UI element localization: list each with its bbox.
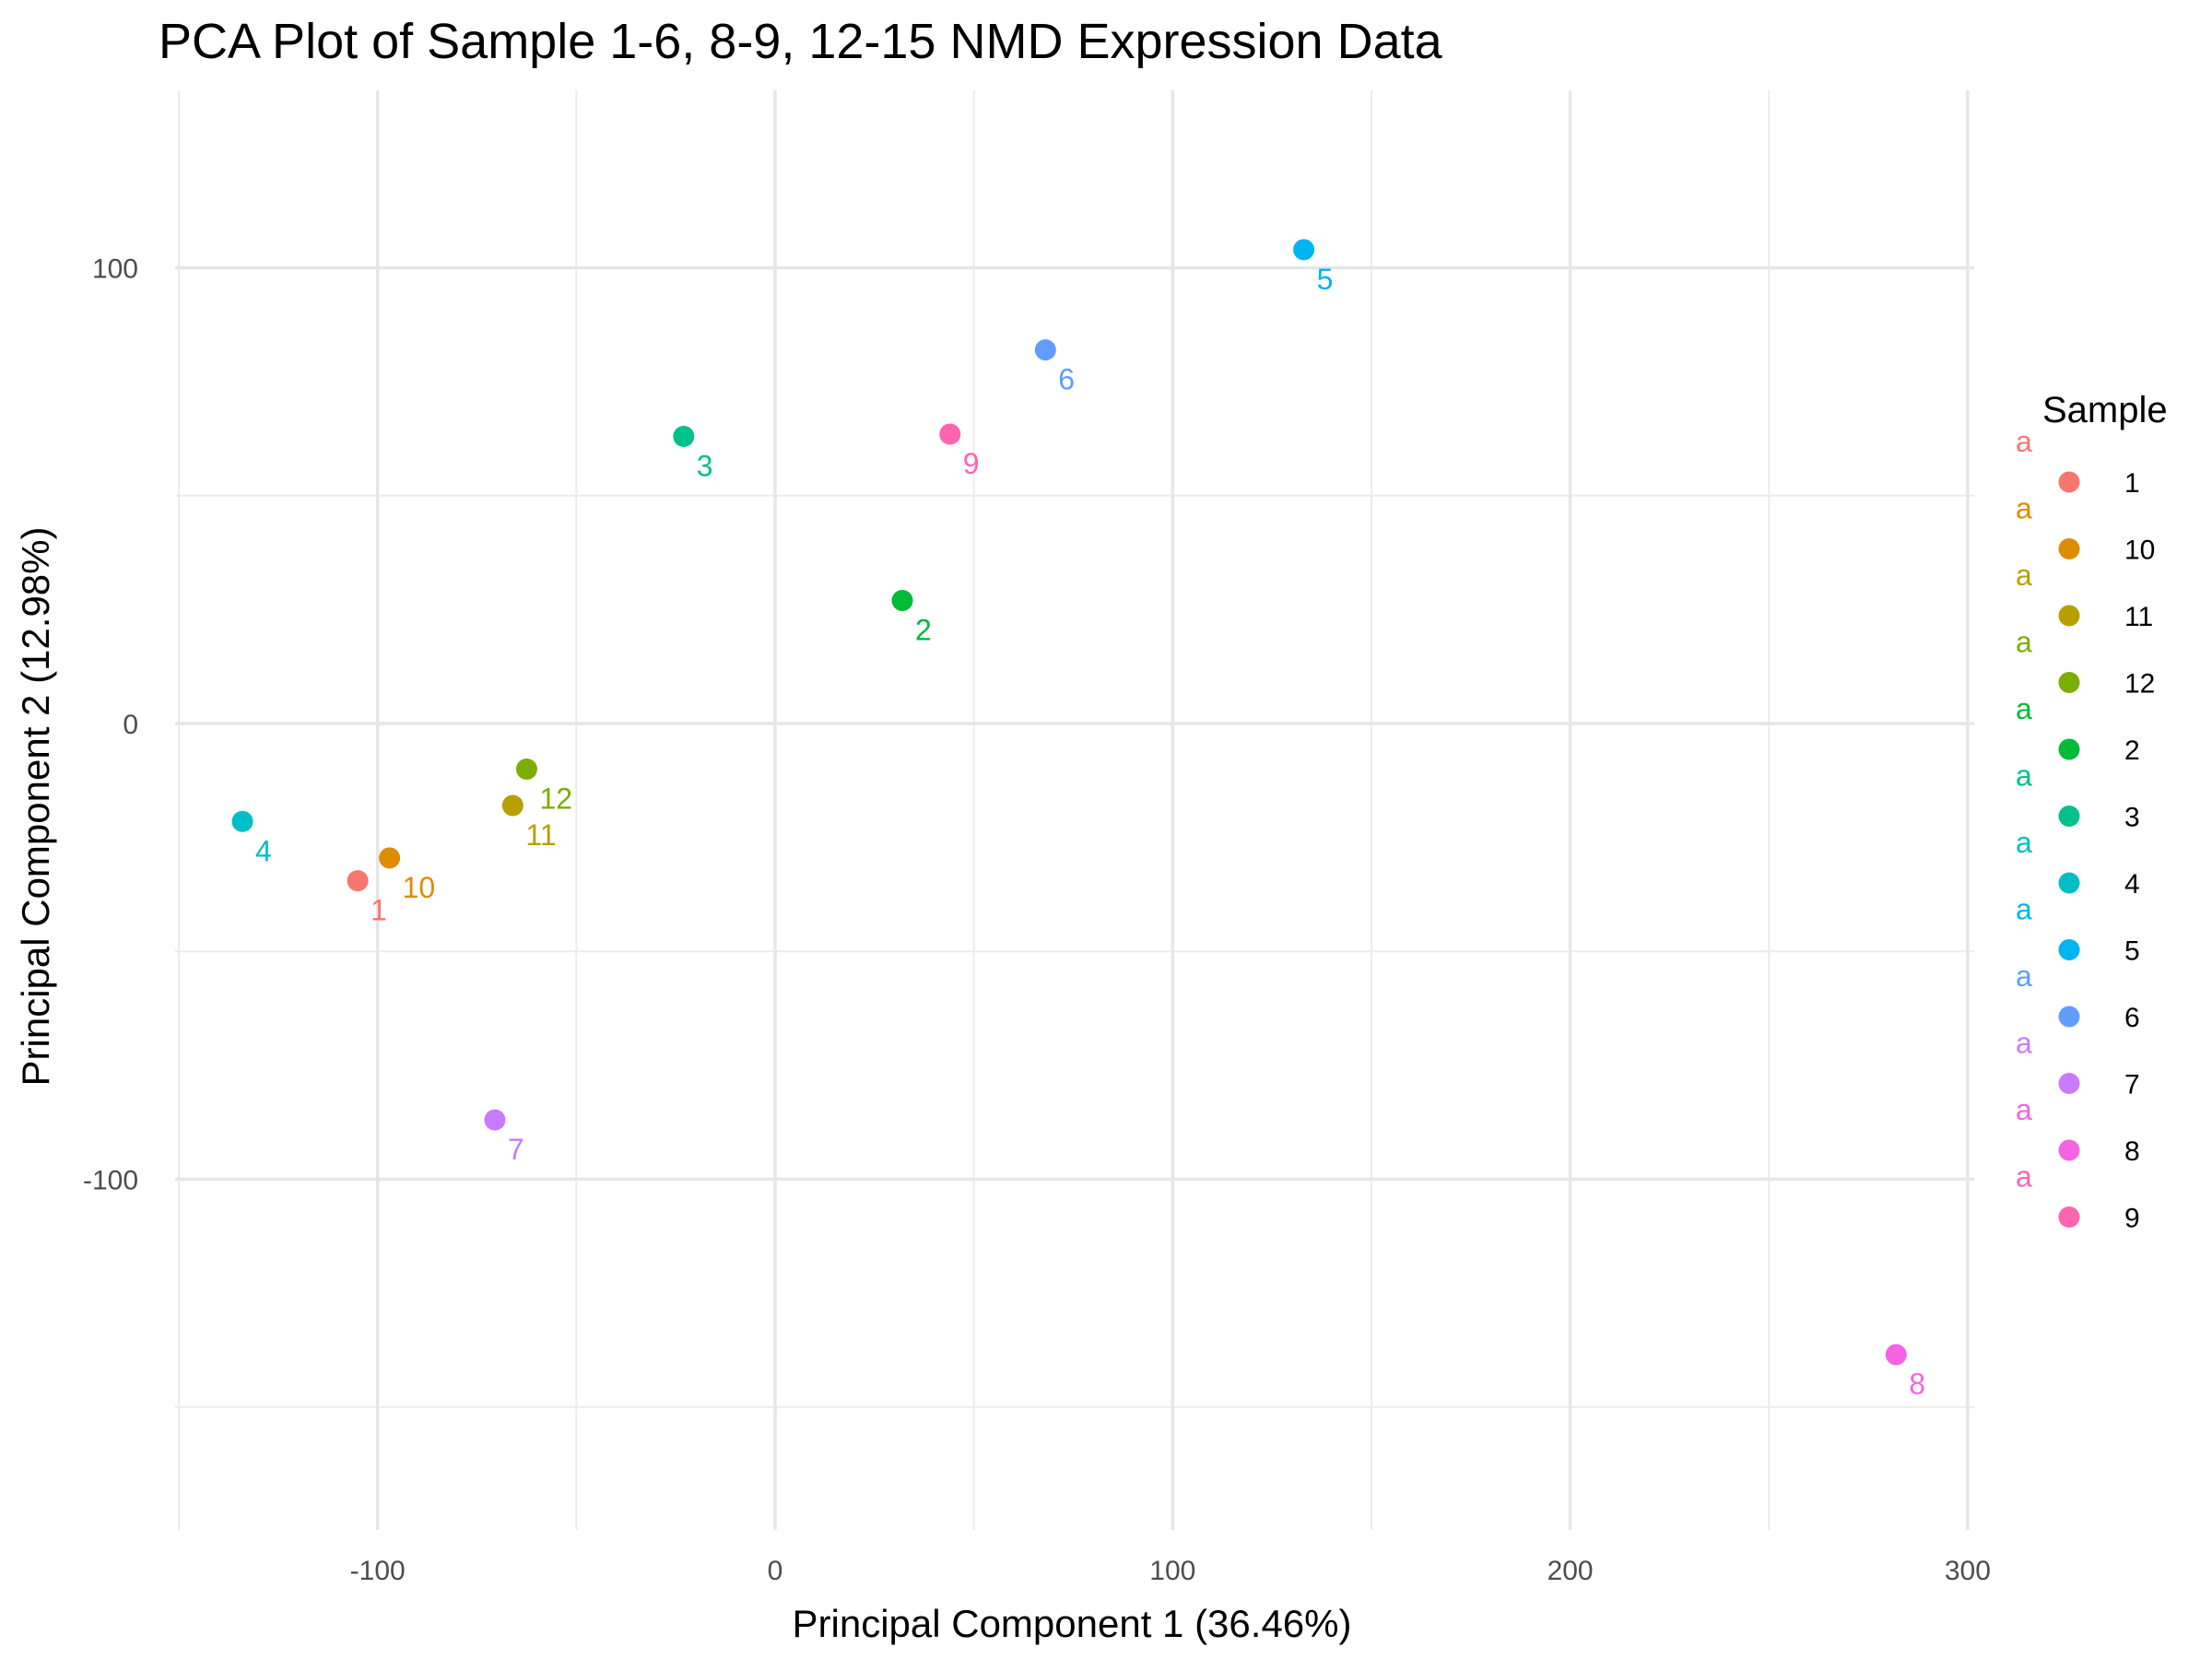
y-axis-ticks: -100 0 100: [83, 254, 138, 1196]
data-point-sample-4: [231, 810, 253, 832]
x-axis-title: Principal Component 1 (36.46%): [793, 1602, 1352, 1645]
point-label-sample-3: 3: [697, 450, 713, 483]
legend-key-point-sample-9: [2058, 1206, 2080, 1228]
legend-key-text-glyph: a: [2016, 826, 2032, 859]
x-tick-label: 100: [1149, 1556, 1195, 1586]
legend-key-point-sample-6: [2058, 1006, 2080, 1028]
x-tick-label: 0: [768, 1556, 783, 1586]
x-axis-ticks: -100 0 100 200 300: [350, 1556, 1991, 1586]
data-point-sample-3: [673, 426, 695, 448]
legend-label-sample-1: 1: [2124, 468, 2140, 499]
legend-key-text-glyph: a: [2016, 893, 2032, 926]
data-point-sample-10: [379, 847, 401, 869]
chart-title: PCA Plot of Sample 1-6, 8-9, 12-15 NMD E…: [159, 14, 1442, 69]
legend-label-sample-8: 8: [2124, 1136, 2140, 1167]
legend-title: Sample: [2042, 390, 2168, 430]
legend-key-point-sample-12: [2058, 672, 2080, 693]
data-point-sample-6: [1034, 339, 1056, 361]
legend: Sample a 1 a 10 a 11 a 12 a 2 a 3 a 4 a 5 a 6 a 7 a 8 a 9: [2016, 390, 2168, 1234]
data-point-sample-7: [484, 1109, 506, 1131]
legend-label-sample-9: 9: [2124, 1204, 2140, 1234]
x-tick-label: 300: [1945, 1556, 1991, 1586]
point-label-sample-2: 2: [915, 614, 932, 647]
legend-key-point-sample-10: [2058, 538, 2080, 559]
point-label-sample-8: 8: [1909, 1368, 1925, 1401]
x-tick-label: 200: [1547, 1556, 1594, 1586]
legend-label-sample-4: 4: [2124, 869, 2140, 900]
legend-key-point-sample-2: [2058, 738, 2080, 760]
legend-label-sample-5: 5: [2124, 936, 2140, 967]
point-label-sample-12: 12: [539, 782, 572, 815]
y-tick-label: 0: [123, 710, 138, 740]
point-label-sample-1: 1: [371, 894, 387, 927]
legend-key-point-sample-3: [2058, 806, 2080, 827]
legend-key-point-sample-1: [2058, 471, 2080, 493]
legend-key-text-glyph: a: [2016, 1093, 2032, 1126]
legend-key-text-glyph: a: [2016, 626, 2032, 659]
legend-key-point-sample-5: [2058, 939, 2080, 960]
legend-key-text-glyph: a: [2016, 425, 2032, 458]
legend-label-sample-11: 11: [2124, 602, 2153, 632]
point-label-sample-5: 5: [1317, 263, 1334, 296]
legend-label-sample-6: 6: [2124, 1003, 2140, 1033]
data-point-sample-5: [1293, 239, 1315, 261]
data-point-sample-2: [891, 590, 913, 612]
legend-key-point-sample-4: [2058, 872, 2080, 894]
point-label-sample-6: 6: [1058, 363, 1075, 396]
data-points: [231, 239, 1907, 1366]
legend-label-sample-7: 7: [2124, 1070, 2140, 1100]
data-point-sample-11: [501, 794, 524, 817]
legend-label-sample-3: 3: [2124, 803, 2140, 833]
legend-key-point-sample-8: [2058, 1139, 2080, 1161]
legend-key-text-glyph: a: [2016, 1027, 2032, 1060]
y-axis-title: Principal Component 2 (12.98%): [14, 527, 57, 1087]
legend-key-text-glyph: a: [2016, 692, 2032, 725]
point-label-sample-9: 9: [963, 447, 980, 480]
gridlines: [175, 90, 1974, 1530]
point-label-sample-10: 10: [403, 871, 436, 904]
legend-key-text-glyph: a: [2016, 959, 2032, 993]
x-tick-label: -100: [350, 1556, 406, 1586]
data-point-sample-12: [515, 758, 537, 780]
legend-label-sample-2: 2: [2124, 735, 2140, 766]
legend-label-sample-12: 12: [2124, 669, 2155, 700]
data-point-sample-8: [1885, 1344, 1907, 1366]
legend-key-text-glyph: a: [2016, 492, 2032, 525]
point-label-sample-4: 4: [255, 834, 272, 867]
legend-key-text-glyph: a: [2016, 759, 2032, 793]
point-label-sample-7: 7: [508, 1133, 524, 1166]
legend-label-sample-10: 10: [2124, 535, 2155, 566]
legend-key-text-glyph: a: [2016, 1160, 2032, 1194]
legend-key-point-sample-7: [2058, 1073, 2080, 1094]
legend-key-point-sample-11: [2058, 605, 2080, 627]
data-point-sample-1: [347, 870, 369, 892]
y-tick-label: -100: [83, 1165, 138, 1195]
data-point-sample-9: [939, 423, 961, 445]
y-tick-label: 100: [92, 254, 138, 285]
point-label-sample-11: 11: [525, 818, 556, 852]
legend-key-text-glyph: a: [2016, 559, 2032, 592]
